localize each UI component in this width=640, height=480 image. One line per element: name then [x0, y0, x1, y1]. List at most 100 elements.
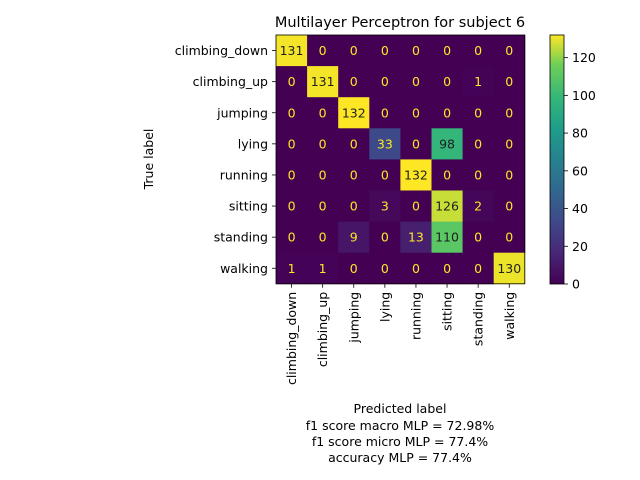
heatmap-cell [369, 66, 401, 98]
cell-value: 2 [474, 199, 482, 214]
y-tick-label: climbing_down [175, 43, 268, 58]
cell-value: 0 [412, 105, 420, 120]
heatmap-cell [462, 159, 495, 191]
cell-value: 0 [505, 199, 513, 214]
colorbar-ticks: 0 20 40 60 80 100 120 [564, 50, 596, 292]
cell-value: 0 [505, 105, 513, 120]
heatmap-cell [369, 159, 401, 191]
cell-value: 0 [505, 230, 513, 245]
heatmap-cell [431, 221, 463, 254]
cell-value: 0 [505, 167, 513, 182]
y-tick-label: sitting [229, 199, 268, 214]
cell-value: 0 [288, 230, 296, 245]
x-axis-ticks: climbing_down climbing_up jumping lying runn… [284, 283, 517, 385]
cell-value: 0 [412, 136, 420, 151]
colorbar-tick-label: 60 [572, 163, 588, 178]
heatmap-cell [276, 221, 308, 254]
heatmap-cell [400, 221, 432, 254]
cell-value: 0 [505, 43, 513, 58]
colorbar-tick-label: 120 [572, 50, 596, 65]
heatmap-cell [462, 190, 495, 222]
cell-value: 1 [474, 74, 482, 89]
heatmap-cell [493, 97, 526, 129]
colorbar-tick-label: 100 [572, 88, 596, 103]
heatmap-cell [400, 128, 432, 160]
heatmap-cell [276, 190, 308, 222]
cell-value: 110 [435, 230, 459, 245]
heatmap-cell [400, 97, 432, 129]
cell-value: 0 [319, 230, 327, 245]
cell-value: 0 [350, 167, 358, 182]
cell-value: 0 [350, 74, 358, 89]
cell-value: 126 [435, 199, 459, 214]
cell-value: 0 [412, 74, 420, 89]
heatmap-cell [369, 35, 401, 67]
cell-value: 33 [377, 136, 393, 151]
colorbar-tick-label: 40 [572, 201, 588, 216]
heatmap-cell [276, 252, 308, 285]
heatmap-cell [276, 35, 308, 67]
heatmap-cell [307, 190, 339, 222]
heatmap-cell [431, 190, 463, 222]
cell-value: 130 [497, 261, 521, 276]
heatmap-cell [307, 159, 339, 191]
cell-value: 13 [408, 230, 424, 245]
heatmap-cell [462, 35, 495, 67]
cell-value: 0 [381, 261, 389, 276]
heatmap-cell [400, 159, 432, 191]
heatmap-cell [400, 66, 432, 98]
heatmap-cell [462, 97, 495, 129]
x-tick-label: sitting [440, 292, 455, 331]
heatmap-cell [307, 221, 339, 254]
heatmap-cell [307, 252, 339, 285]
cell-value: 0 [474, 261, 482, 276]
heatmap-cell [369, 221, 401, 254]
heatmap-cell [276, 66, 308, 98]
cell-value: 0 [381, 105, 389, 120]
heatmap-cell [338, 252, 370, 285]
heatmap-cell [462, 128, 495, 160]
heatmap-cell [493, 35, 526, 67]
cell-value: 0 [288, 199, 296, 214]
cell-value: 0 [350, 136, 358, 151]
cell-value: 0 [381, 43, 389, 58]
cell-value: 0 [288, 167, 296, 182]
y-tick-label: lying [238, 136, 268, 151]
cell-value: 98 [439, 136, 455, 151]
cell-value: 0 [474, 136, 482, 151]
cell-value: 0 [474, 167, 482, 182]
heatmap-cell [493, 221, 526, 254]
cell-value: 0 [319, 43, 327, 58]
heatmap-cell [431, 128, 463, 160]
y-axis-label: True label [141, 129, 156, 191]
heatmap-cell-labels: 131 0 0 0 0 0 0 00 131 0 0 0 0 1 00 0 132 0 0 0 0 00 0 0 33 0 98 0 0… [280, 43, 522, 276]
cell-value: 0 [474, 230, 482, 245]
heatmap-cell [431, 35, 463, 67]
y-tick-label: running [220, 167, 268, 182]
cell-value: 0 [443, 261, 451, 276]
cell-value: 0 [474, 43, 482, 58]
colorbar-tick-label: 0 [572, 277, 580, 292]
heatmap-cell [276, 159, 308, 191]
cell-value: 0 [505, 74, 513, 89]
cell-value: 0 [381, 230, 389, 245]
heatmap-cell [431, 97, 463, 129]
heatmap-cell [369, 128, 401, 160]
cell-value: 0 [412, 261, 420, 276]
heatmap-cell [400, 252, 432, 285]
metric-f1-macro: f1 score macro MLP = 72.98% [306, 418, 495, 433]
y-tick-label: walking [220, 261, 268, 276]
cell-value: 9 [350, 230, 358, 245]
cell-value: 0 [505, 136, 513, 151]
heatmap-cell [369, 97, 401, 129]
heatmap-cell [431, 159, 463, 191]
colorbar-tick-label: 80 [572, 126, 588, 141]
x-tick-label: climbing_up [315, 292, 330, 367]
x-tick-label: walking [502, 292, 517, 340]
cell-value: 0 [381, 167, 389, 182]
heatmap-cells [276, 35, 526, 285]
cell-value: 0 [288, 105, 296, 120]
cell-value: 0 [443, 74, 451, 89]
